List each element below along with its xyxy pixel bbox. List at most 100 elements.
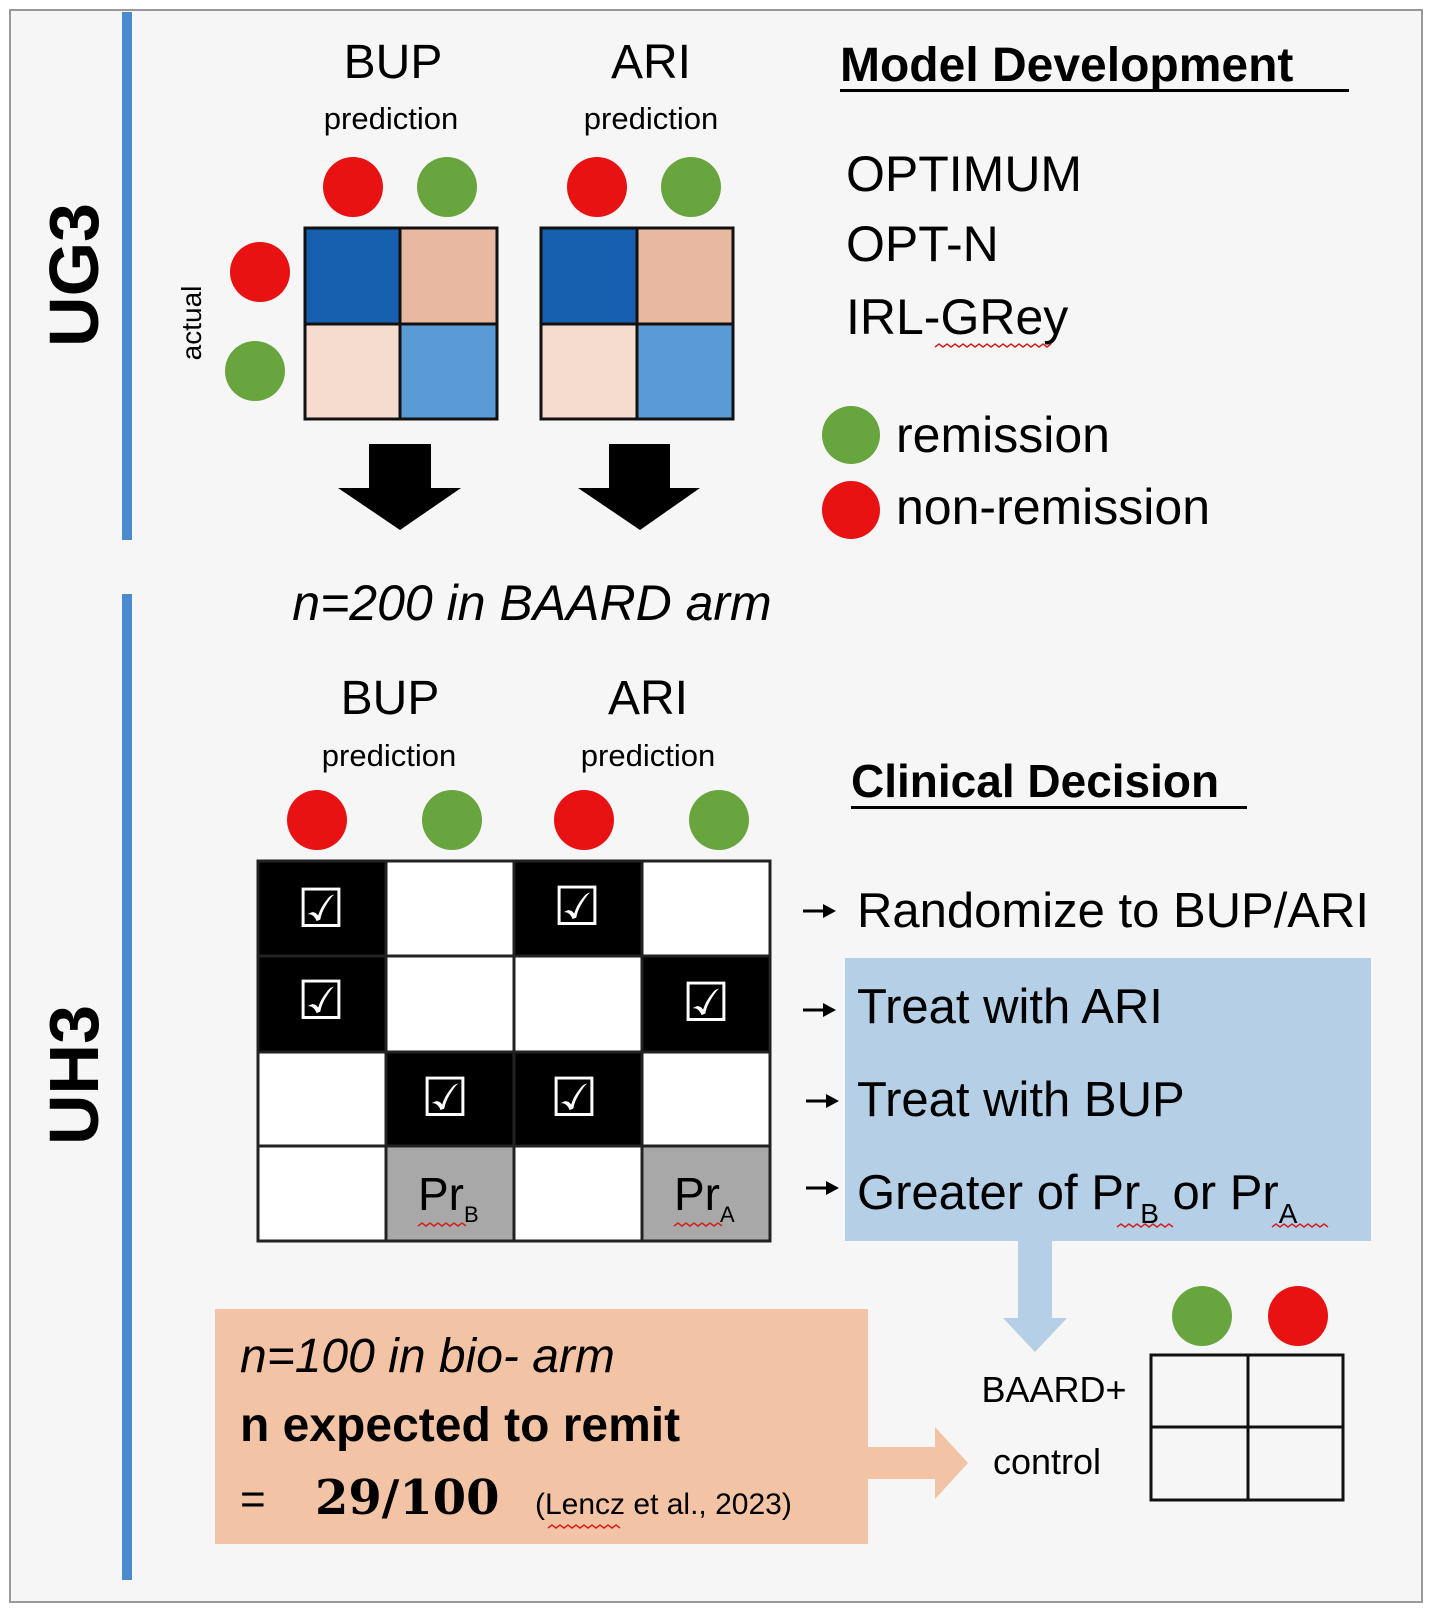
check-icon: ☑ bbox=[553, 877, 601, 937]
control-remission-dot bbox=[1172, 1286, 1232, 1346]
r2-ari-remit-cell bbox=[642, 956, 770, 1052]
ug3-ari-remission-dot bbox=[661, 157, 721, 217]
bio-arm-fraction: 29/100 bbox=[315, 1470, 500, 1526]
decision-pr-b: Pr bbox=[1091, 1166, 1140, 1220]
arrow-head-icon bbox=[826, 1181, 839, 1195]
model-optimum: OPTIMUM bbox=[846, 146, 1082, 202]
ug3-label: UG3 bbox=[35, 203, 113, 347]
ug3-section-rule bbox=[122, 12, 132, 540]
ari-false-negative-cell bbox=[541, 324, 637, 419]
ug3-ari-subtitle: prediction bbox=[584, 101, 718, 136]
bup-down-arrow bbox=[338, 444, 461, 530]
pr-a-sub: A bbox=[720, 1202, 735, 1227]
actual-remission-dot bbox=[225, 341, 285, 401]
r3-bup-remit-cell bbox=[386, 1052, 514, 1146]
uh3-bup-subtitle: prediction bbox=[322, 738, 456, 773]
check-icon: ☑ bbox=[421, 1068, 469, 1128]
ug3-bup-subtitle: prediction bbox=[324, 101, 458, 136]
decision-grid-lines bbox=[256, 859, 772, 1243]
bio-arm-box bbox=[215, 1309, 868, 1544]
pr-b-sub: B bbox=[464, 1202, 479, 1227]
uh3-label: UH3 bbox=[35, 1005, 113, 1145]
bup-true-positive-cell bbox=[400, 324, 497, 419]
r3-bup-nonremit-cell bbox=[258, 1052, 386, 1146]
r1-bup-nonremit-cell bbox=[258, 861, 386, 956]
actual-axis-label: actual bbox=[176, 286, 207, 361]
decision-pr-a: Pr bbox=[1230, 1166, 1279, 1220]
clinical-decision-underline bbox=[851, 806, 1247, 809]
decision-grid bbox=[256, 859, 772, 1243]
ug3-ari-nonremission-dot bbox=[567, 157, 627, 217]
baard-arm-label: n=200 in BAARD arm bbox=[292, 575, 771, 631]
uh3-ari-nonremission-dot bbox=[554, 790, 614, 850]
bup-matrix-grid bbox=[303, 226, 499, 421]
bio-arm-citation: (Lencz et al., 2023) bbox=[535, 1488, 792, 1521]
decision-panel bbox=[845, 958, 1371, 1241]
baard-plus-label: BAARD+ bbox=[981, 1369, 1126, 1410]
model-irl-grey: IRL-GRey bbox=[846, 289, 1068, 345]
row-arrows bbox=[803, 904, 839, 1195]
ug3-bup-title: BUP bbox=[344, 36, 443, 89]
check-icon: ☑ bbox=[297, 879, 345, 939]
pr-a-main: Pr bbox=[674, 1168, 720, 1220]
spellcheck-squiggle bbox=[417, 1222, 467, 1227]
r4-ari-nonremit-cell bbox=[514, 1146, 642, 1241]
ug3-bup-nonremission-dot bbox=[323, 157, 383, 217]
ug3-ari-title: ARI bbox=[611, 36, 691, 89]
legend-nonremission-label: non-remission bbox=[896, 479, 1210, 535]
r3-ari-nonremit-cell bbox=[514, 1052, 642, 1146]
arrow-head-icon bbox=[823, 904, 836, 918]
pr-b-cell-label: PrB bbox=[418, 1168, 479, 1227]
arrow-head-icon bbox=[826, 1094, 839, 1108]
decision-greater-prefix: Greater of bbox=[857, 1166, 1091, 1220]
actual-nonremission-dot bbox=[230, 242, 290, 302]
spellcheck-squiggle bbox=[1116, 1223, 1174, 1228]
legend-remission-dot bbox=[822, 406, 880, 464]
decision-greater-of: Greater of PrB or PrA bbox=[857, 1166, 1298, 1229]
spellcheck-squiggle bbox=[1271, 1223, 1329, 1228]
pr-b-main: Pr bbox=[418, 1168, 464, 1220]
spellcheck-squiggle bbox=[547, 1524, 621, 1529]
bio-to-control-arrow bbox=[868, 1427, 968, 1499]
ug3-ari-matrix bbox=[539, 226, 735, 421]
uh3-bup-title: BUP bbox=[341, 672, 440, 725]
bio-arm-line1: n=100 in bio- arm bbox=[240, 1330, 615, 1383]
control-label: control bbox=[993, 1441, 1101, 1482]
bup-false-positive-cell bbox=[400, 228, 497, 324]
ari-true-negative-cell bbox=[541, 228, 637, 324]
ari-matrix-grid bbox=[539, 226, 735, 421]
ug3-bup-matrix bbox=[303, 226, 499, 421]
r4-bup-nonremit-cell bbox=[258, 1146, 386, 1241]
r1-ari-nonremit-cell bbox=[514, 861, 642, 956]
bup-true-negative-cell bbox=[305, 228, 400, 324]
ari-false-positive-cell bbox=[637, 228, 733, 324]
r2-ari-nonremit-cell bbox=[514, 956, 642, 1052]
model-development-underline bbox=[840, 89, 1349, 92]
r1-ari-remit-cell bbox=[642, 861, 770, 956]
legend-nonremission-dot bbox=[822, 481, 880, 539]
control-matrix bbox=[1149, 1353, 1345, 1502]
model-development-title: Model Development bbox=[840, 39, 1293, 92]
control-nonremission-dot bbox=[1268, 1286, 1328, 1346]
spellcheck-squiggle bbox=[934, 343, 1052, 348]
decision-pr-b-sub: B bbox=[1140, 1198, 1159, 1229]
decision-treat-bup: Treat with BUP bbox=[857, 1073, 1185, 1127]
bup-false-negative-cell bbox=[305, 324, 400, 419]
decision-or: or bbox=[1159, 1166, 1230, 1220]
pr-a-cell-label: PrA bbox=[674, 1168, 735, 1227]
ari-down-arrow bbox=[578, 444, 700, 530]
check-icon: ☑ bbox=[682, 973, 730, 1033]
uh3-ari-remission-dot bbox=[689, 790, 749, 850]
r1-bup-remit-cell bbox=[386, 861, 514, 956]
arrow-head-icon bbox=[823, 1003, 836, 1017]
uh3-ari-title: ARI bbox=[608, 672, 688, 725]
model-opt-n: OPT-N bbox=[846, 216, 999, 272]
ari-true-positive-cell bbox=[637, 324, 733, 419]
r2-bup-nonremit-cell bbox=[258, 956, 386, 1052]
decision-pr-a-sub: A bbox=[1279, 1198, 1298, 1229]
ug3-bup-remission-dot bbox=[417, 157, 477, 217]
uh3-bup-nonremission-dot bbox=[287, 790, 347, 850]
r2-bup-remit-cell bbox=[386, 956, 514, 1052]
decision-randomize: Randomize to BUP/ARI bbox=[857, 884, 1369, 938]
spellcheck-squiggle bbox=[673, 1222, 723, 1227]
